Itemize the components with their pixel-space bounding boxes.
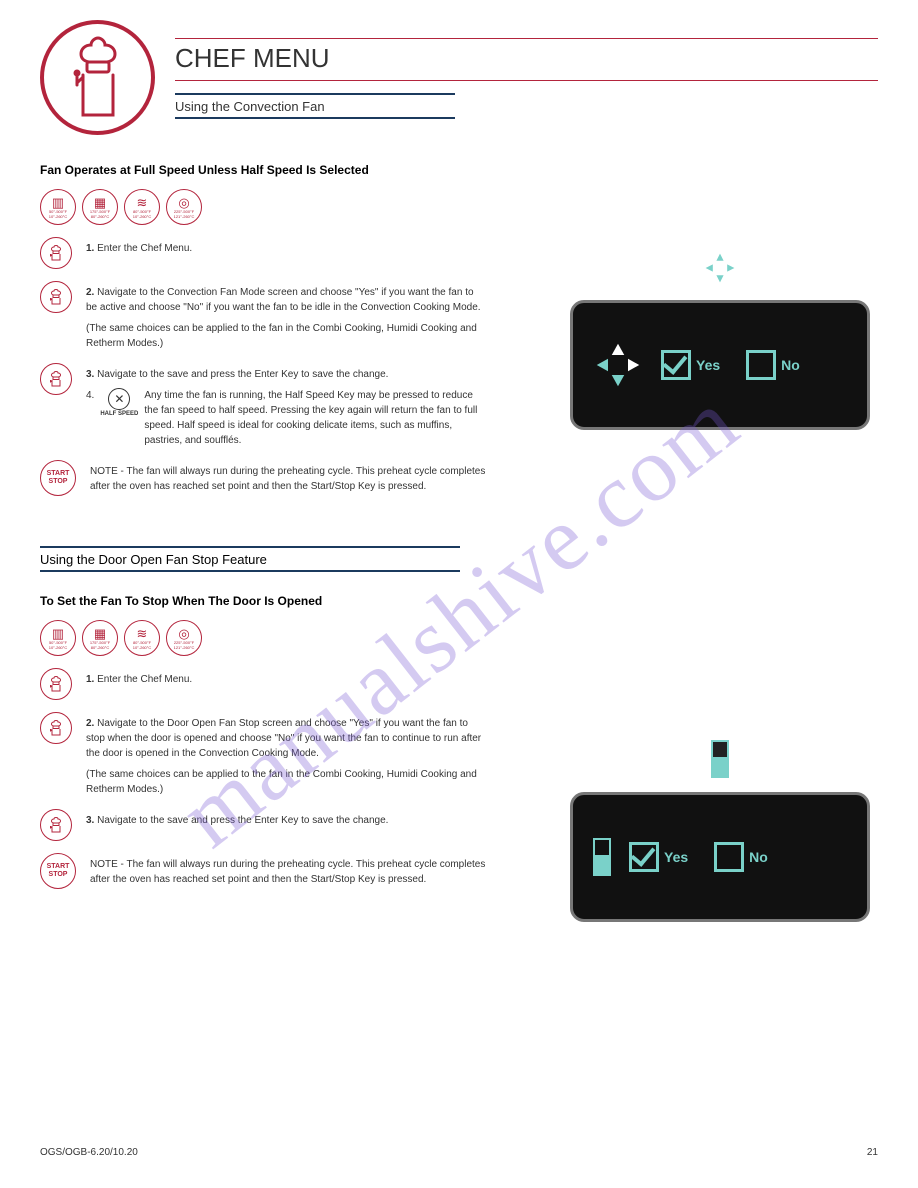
cooking-mode-icon: ◎225°-500°F121°-260°C [166, 620, 202, 656]
option-no[interactable]: No [746, 350, 800, 380]
start-stop-icon: START STOP [40, 853, 76, 889]
chef-icon [40, 712, 72, 744]
page-header: CHEF MENU Using the Convection Fan [40, 20, 878, 135]
header-rule-top [175, 38, 878, 39]
lcd-example-door: Yes No [570, 740, 870, 922]
section-heading: Using the Door Open Fan Stop Feature [40, 546, 460, 572]
header-rule-bottom [175, 80, 878, 81]
section-title: Fan Operates at Full Speed Unless Half S… [40, 163, 878, 177]
cooking-mode-icon: ◎225°-500°F121°-260°C [166, 189, 202, 225]
cooking-mode-icon: ▦175°-500°F80°-260°C [82, 189, 118, 225]
cooking-mode-icon: ▥50°-500°F10°-260°C [40, 620, 76, 656]
fan-icon [702, 250, 738, 286]
lcd-example-fan: Yes No [570, 250, 870, 430]
lcd-screen: Yes No [570, 792, 870, 922]
cooking-mode-icon: ≋80°-500°F10°-260°C [124, 620, 160, 656]
door-icon [711, 740, 729, 778]
chef-icon [40, 281, 72, 313]
fan-icon [593, 340, 643, 390]
page-title: CHEF MENU [175, 43, 878, 74]
option-no[interactable]: No [714, 842, 768, 872]
door-icon [593, 838, 611, 876]
step-text: Enter the Chef Menu. [97, 674, 192, 685]
chef-icon [40, 363, 72, 395]
lcd-screen: Yes No [570, 300, 870, 430]
page-footer: OGS/OGB-6.20/10.20 21 [40, 1147, 878, 1158]
chef-icon [40, 668, 72, 700]
checkbox-checked-icon [661, 350, 691, 380]
option-yes[interactable]: Yes [661, 350, 720, 380]
chef-logo-icon [40, 20, 155, 135]
checkbox-checked-icon [629, 842, 659, 872]
footer-model: OGS/OGB-6.20/10.20 [40, 1147, 138, 1158]
step-note: (The same choices can be applied to the … [86, 767, 486, 797]
chef-icon [40, 809, 72, 841]
section-subtitle: Using the Convection Fan [175, 93, 455, 119]
step-5: START STOP NOTE - The fan will always ru… [40, 460, 878, 496]
cooking-mode-icons: ▥50°-500°F10°-260°C▦175°-500°F80°-260°C≋… [40, 620, 878, 656]
step-1: 1. Enter the Chef Menu. [40, 668, 878, 700]
step-text: Navigate to the save and press the Enter… [97, 369, 388, 380]
cooking-mode-icon: ≋80°-500°F10°-260°C [124, 189, 160, 225]
start-stop-icon: START STOP [40, 460, 76, 496]
checkbox-icon [714, 842, 744, 872]
cooking-mode-icon: ▥50°-500°F10°-260°C [40, 189, 76, 225]
step-text: Any time the fan is running, the Half Sp… [144, 388, 486, 448]
step-text: NOTE - The fan will always run during th… [90, 460, 490, 494]
option-yes[interactable]: Yes [629, 842, 688, 872]
section-title: To Set the Fan To Stop When The Door Is … [40, 594, 878, 608]
cooking-mode-icons: ▥50°-500°F10°-260°C▦175°-500°F80°-260°C≋… [40, 189, 878, 225]
step-text: Enter the Chef Menu. [97, 243, 192, 254]
chef-icon [40, 237, 72, 269]
step-text: NOTE - The fan will always run during th… [90, 853, 490, 887]
step-text: Navigate to the Door Open Fan Stop scree… [86, 718, 481, 759]
step-note: (The same choices can be applied to the … [86, 321, 486, 351]
step-text: Navigate to the Convection Fan Mode scre… [86, 287, 481, 313]
cooking-mode-icon: ▦175°-500°F80°-260°C [82, 620, 118, 656]
checkbox-icon [746, 350, 776, 380]
half-speed-icon: ✕ HALF SPEED [100, 388, 138, 417]
page-number: 21 [867, 1147, 878, 1158]
step-text: Navigate to the save and press the Enter… [97, 815, 388, 826]
